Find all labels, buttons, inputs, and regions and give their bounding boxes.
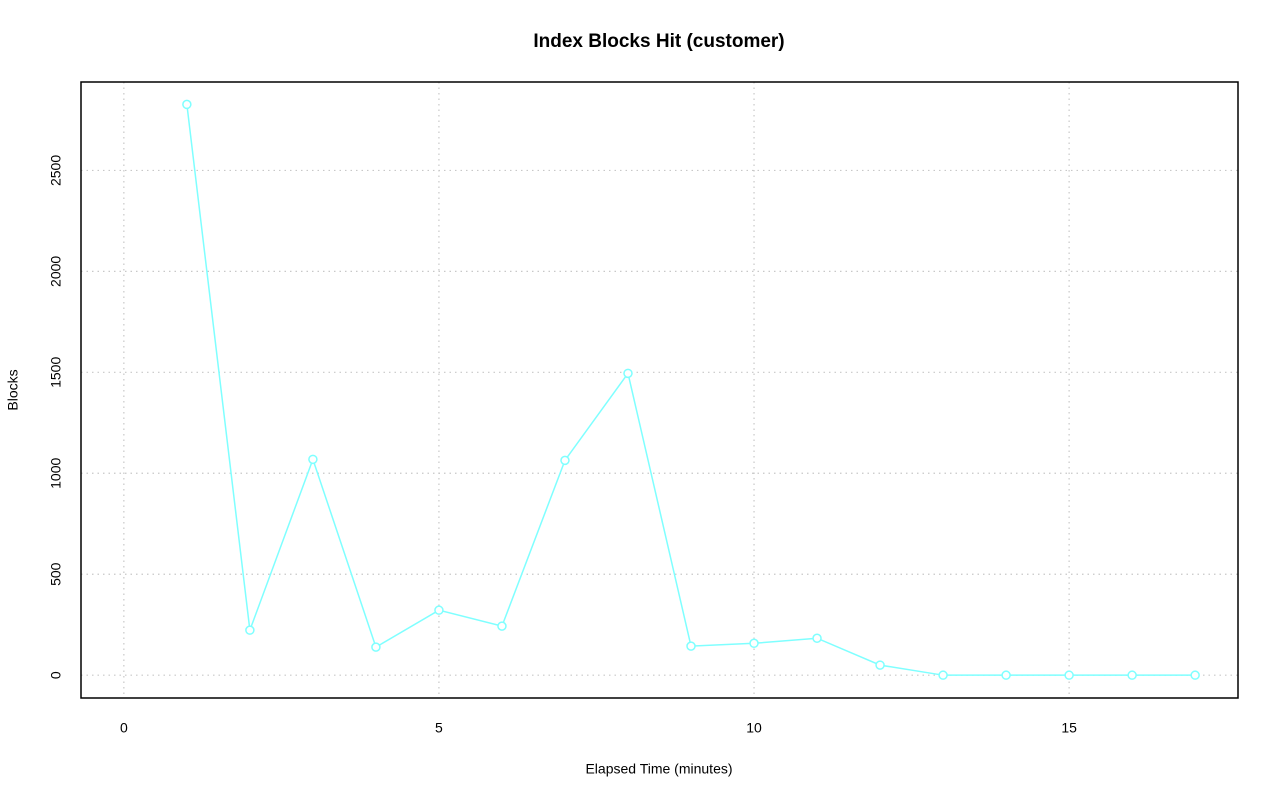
data-point <box>308 454 318 465</box>
data-point <box>875 660 885 670</box>
y-tick-label: 1500 <box>48 357 64 388</box>
x-axis-title: Elapsed Time (minutes) <box>585 761 732 777</box>
plot-area <box>182 99 1200 680</box>
data-point <box>1190 670 1200 680</box>
chart-title: Index Blocks Hit (customer) <box>533 31 784 52</box>
data-point <box>623 368 633 379</box>
x-tick-label: 5 <box>435 720 443 736</box>
plot-frame <box>80 81 1239 699</box>
data-point <box>1127 670 1137 680</box>
grid <box>81 82 1238 698</box>
data-point <box>938 670 948 680</box>
series-line <box>186 104 1196 676</box>
y-axis-title: Blocks <box>5 369 21 410</box>
data-point <box>812 633 822 643</box>
data-point <box>560 455 570 466</box>
data-point <box>686 641 696 651</box>
y-tick-label: 2000 <box>48 256 64 287</box>
y-tick-label: 2500 <box>48 155 64 186</box>
data-point <box>182 99 192 110</box>
data-point <box>371 642 381 652</box>
x-tick-label: 15 <box>1061 720 1077 736</box>
x-tick-label: 0 <box>120 720 128 736</box>
data-point <box>749 638 759 649</box>
y-tick-label: 1000 <box>48 458 64 489</box>
data-point <box>497 621 507 631</box>
data-point <box>1064 670 1074 680</box>
data-point <box>434 605 444 615</box>
x-tick-label: 10 <box>746 720 762 736</box>
y-tick-label: 500 <box>48 562 64 586</box>
data-point <box>245 625 255 635</box>
data-point <box>1001 670 1011 680</box>
y-tick-label: 0 <box>48 671 64 679</box>
